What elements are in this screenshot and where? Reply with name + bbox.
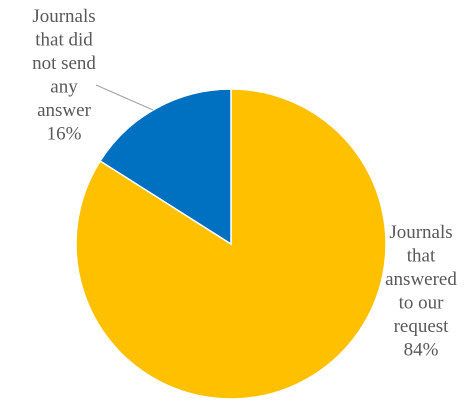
data-label-answered-line: to our bbox=[399, 293, 445, 314]
data-label-unanswered-line: that did bbox=[35, 30, 93, 51]
data-label-answered-line: that bbox=[407, 246, 436, 267]
data-label-answered-line: request bbox=[394, 316, 450, 337]
data-label-unanswered-line: not send bbox=[32, 53, 96, 74]
data-labels: Journals that answered to our request 84%Jour… bbox=[32, 6, 457, 361]
data-label-unanswered-line: answer bbox=[37, 100, 91, 121]
data-label-unanswered: Journals that did not send any answer 16% bbox=[32, 6, 96, 145]
data-label-answered-line: answered bbox=[385, 269, 457, 290]
data-label-unanswered-line: any bbox=[50, 77, 78, 98]
pie-slice-unanswered bbox=[99, 88, 232, 246]
data-label-answered-line: Journals bbox=[389, 222, 452, 243]
data-label-unanswered-line: 16% bbox=[47, 124, 82, 145]
data-label-unanswered-line: Journals bbox=[32, 6, 95, 27]
data-label-answered-line: 84% bbox=[404, 340, 439, 361]
data-label-answered: Journals that answered to our request 84% bbox=[385, 222, 457, 361]
leader-line-unanswered bbox=[95, 84, 154, 111]
pie-slices bbox=[75, 88, 387, 400]
